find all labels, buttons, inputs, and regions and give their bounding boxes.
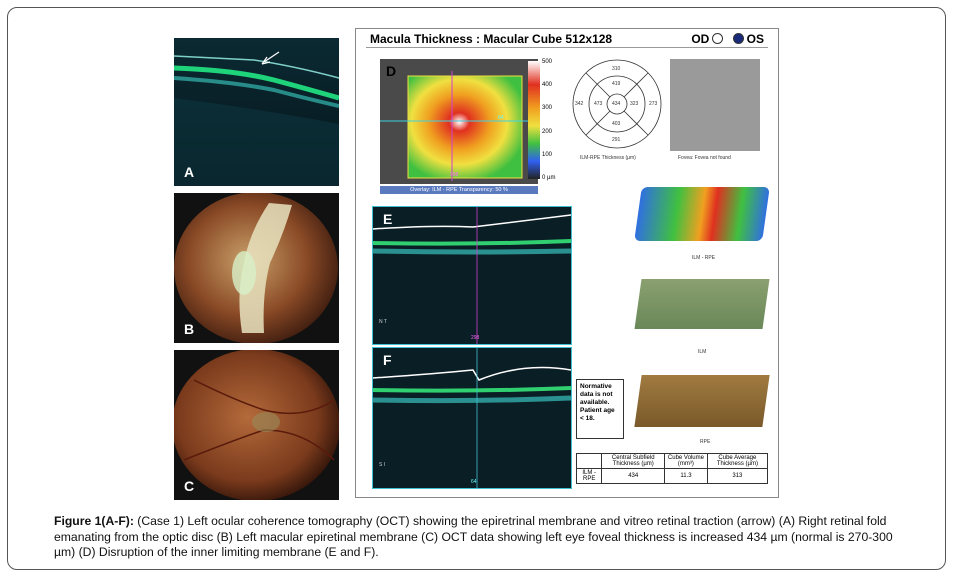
scale-label-400: 400 — [542, 82, 553, 89]
etdrs-grid-graphic — [572, 59, 662, 149]
stats-cell: 434 — [601, 468, 666, 484]
panel-e-oct-graphic — [373, 207, 571, 344]
eye-selector: OD OS — [691, 32, 764, 46]
stats-cell: 313 — [706, 468, 769, 484]
map-slice-label-right: 64 — [498, 115, 504, 121]
normative-note: Normative data is not available. Patient… — [576, 379, 624, 439]
grid-left: 342 — [575, 101, 584, 107]
panel-c-fundus-graphic — [174, 350, 339, 500]
panel-b-label: B — [184, 321, 195, 337]
panel-a-label: A — [184, 164, 195, 180]
caption-text: (Case 1) Left ocular coherence tomograph… — [54, 514, 893, 559]
os-label: OS — [746, 32, 764, 46]
stats-header: Central Subfield Thickness (µm) — [601, 453, 666, 469]
report-title: Macula Thickness : Macular Cube 512x128 — [370, 32, 613, 46]
surface-label-rpe: RPE — [700, 439, 711, 445]
scale-label-500: 500 — [542, 59, 553, 65]
panel-b-fundus-graphic — [174, 193, 338, 343]
scale-label-200: 200 — [542, 128, 553, 135]
panel-a-oct-image: A — [174, 38, 339, 186]
surface-rpe — [634, 375, 770, 427]
thickness-map-graphic — [380, 71, 538, 181]
panel-d-label: D — [386, 63, 397, 79]
surface-ilm-rpe — [634, 187, 770, 241]
stats-cell: ILM - RPE — [575, 468, 603, 484]
stats-header: Cube Volume (mm³) — [664, 453, 708, 469]
overlay-caption: Overlay: ILM - RPE Transparency: 50 % — [380, 186, 538, 194]
stats-header: Cube Average Thickness (µm) — [706, 453, 769, 469]
thickness-scale-labels: 500 400 300 200 100 0 µm — [542, 59, 562, 181]
grid-top: 310 — [612, 66, 621, 72]
od-radio-icon — [712, 33, 724, 44]
grid-inner-left: 473 — [594, 101, 603, 107]
surface-label-ilm: ILM — [698, 349, 707, 355]
panel-f-label: F — [383, 352, 392, 368]
e-slice-label: 298 — [471, 335, 480, 341]
panel-d-thickness-map: D 64 298 — [380, 59, 538, 184]
oct-report: Macula Thickness : Macular Cube 512x128 … — [355, 28, 779, 498]
scale-label-0: 0 µm — [542, 174, 556, 181]
fovea-caption: Fovea: Fovea not found — [678, 155, 731, 161]
grid-caption: ILM-RPE Thickness (µm) — [580, 155, 636, 161]
os-radio-icon — [732, 33, 744, 44]
fovea-fundus-image — [670, 59, 760, 151]
report-header: Macula Thickness : Macular Cube 512x128 … — [366, 31, 768, 48]
panel-c-label: C — [184, 478, 195, 494]
stats-cell: 11.3 — [664, 468, 708, 484]
surface-ilm — [634, 279, 770, 329]
grid-inner-right: 323 — [630, 101, 639, 107]
stats-header — [575, 453, 603, 469]
grid-inner-top: 419 — [612, 81, 621, 87]
panel-f-oct-bscan: F S I 64 — [372, 347, 572, 489]
f-orientation-label: S I — [379, 462, 386, 468]
etdrs-grid: 310 342 273 419 473 434 323 403 291 — [572, 59, 662, 149]
grid-center: 434 — [612, 101, 621, 107]
surface-label-ilm-rpe: ILM - RPE — [692, 255, 716, 261]
grid-right: 273 — [649, 101, 658, 107]
od-label: OD — [691, 32, 710, 46]
scale-label-300: 300 — [542, 105, 553, 112]
caption-label: Figure 1(A-F): — [54, 514, 134, 528]
grid-bottom: 291 — [612, 137, 621, 143]
thickness-stats-table: Central Subfield Thickness (µm) Cube Vol… — [575, 453, 769, 484]
scale-label-100: 100 — [542, 151, 553, 158]
panel-e-label: E — [383, 211, 393, 227]
e-orientation-label: N T — [379, 319, 387, 325]
panel-a-oct-graphic — [174, 38, 339, 186]
thickness-color-scale — [528, 61, 540, 179]
figure-caption: Figure 1(A-F): (Case 1) Left ocular cohe… — [54, 514, 910, 561]
grid-inner-bottom: 403 — [612, 121, 621, 127]
panel-c-fundus-image: C — [174, 350, 339, 500]
stats-header-row: Central Subfield Thickness (µm) Cube Vol… — [575, 453, 769, 469]
f-slice-label: 64 — [471, 479, 477, 485]
panel-b-fundus-image: B — [174, 193, 339, 343]
stats-row: ILM - RPE 434 11.3 313 — [575, 468, 769, 484]
panel-e-oct-bscan: E N T 298 — [372, 206, 572, 345]
map-slice-label-bottom: 298 — [450, 172, 459, 178]
panel-f-oct-graphic — [373, 348, 571, 488]
